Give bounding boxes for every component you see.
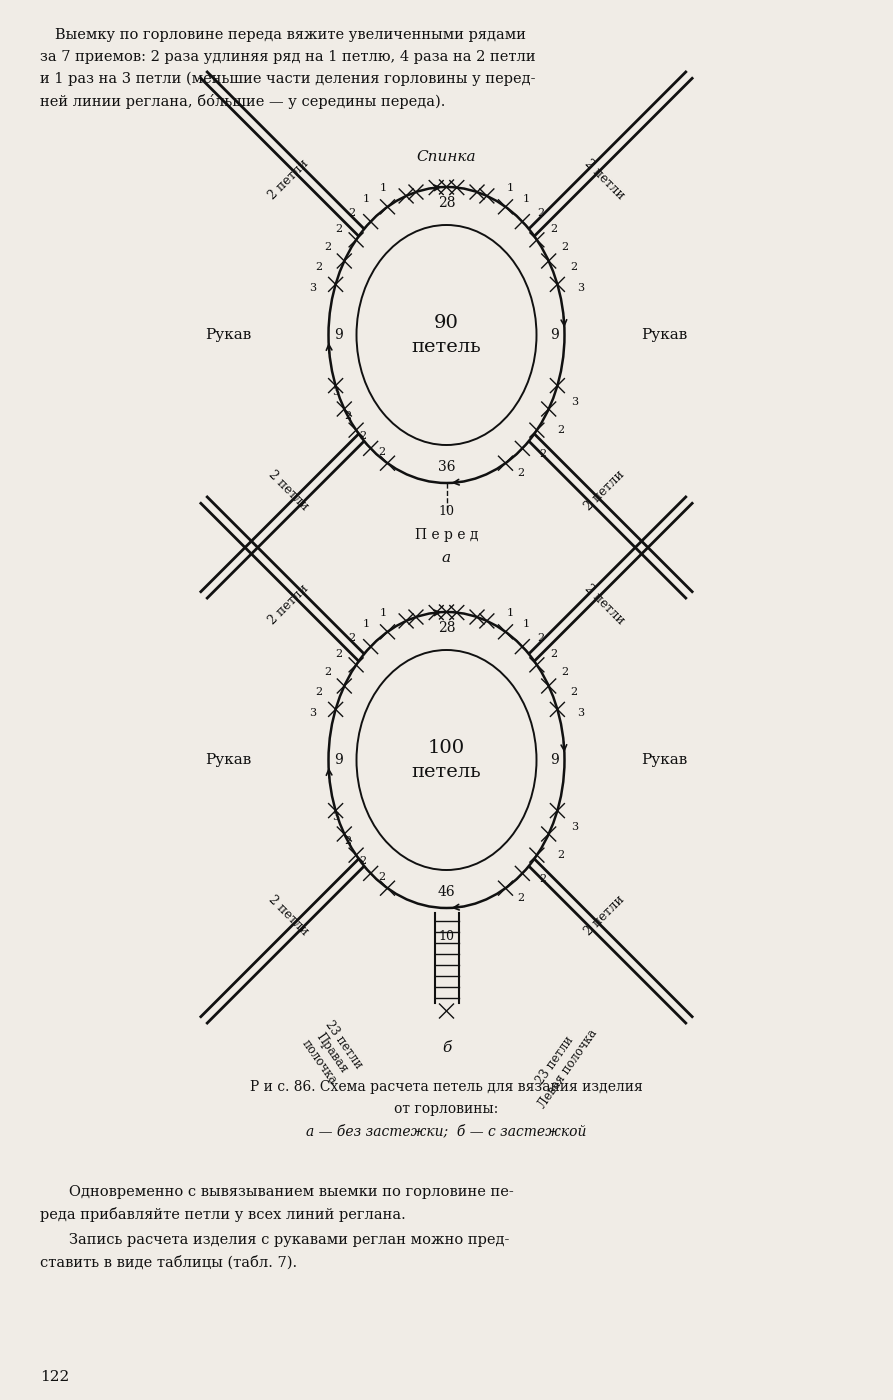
Text: 9: 9	[550, 328, 559, 342]
Text: П е р е д: П е р е д	[414, 528, 479, 542]
Text: 1: 1	[380, 608, 387, 619]
Text: Одновременно с вывязыванием выемки по горловине пе-: Одновременно с вывязыванием выемки по го…	[55, 1184, 513, 1198]
Text: 1: 1	[380, 183, 387, 193]
Text: 2: 2	[348, 633, 355, 643]
Text: реда прибавляйте петли у всех линий реглана.: реда прибавляйте петли у всех линий регл…	[40, 1207, 405, 1222]
Text: 2: 2	[315, 262, 322, 272]
Text: 2 петли: 2 петли	[265, 893, 311, 938]
Text: 2 петли: 2 петли	[265, 581, 311, 627]
Text: 2: 2	[571, 262, 578, 272]
Text: ней линии реглана, бо́льшие — у середины переда).: ней линии реглана, бо́льшие — у середины…	[40, 94, 446, 109]
Text: 2: 2	[517, 893, 524, 903]
Text: 2: 2	[538, 449, 546, 459]
Text: 2: 2	[324, 666, 331, 676]
Text: а: а	[442, 552, 451, 566]
Text: Рукав: Рукав	[205, 753, 252, 767]
Text: 2: 2	[562, 666, 569, 676]
Text: б: б	[442, 1042, 451, 1056]
Text: 2: 2	[571, 686, 578, 697]
Text: Запись расчета изделия с рукавами реглан можно пред-: Запись расчета изделия с рукавами реглан…	[55, 1233, 509, 1247]
Text: 2: 2	[551, 648, 558, 659]
Text: 2: 2	[517, 468, 524, 479]
Text: 1: 1	[506, 608, 513, 619]
Text: Выемку по горловине переда вяжите увеличенными рядами: Выемку по горловине переда вяжите увелич…	[55, 28, 526, 42]
Text: 1: 1	[522, 195, 530, 204]
Text: 122: 122	[40, 1371, 70, 1385]
Text: 23 петли
Левая полочка: 23 петли Левая полочка	[523, 1018, 600, 1110]
Text: 36: 36	[438, 461, 455, 475]
Text: 2: 2	[359, 431, 366, 441]
Text: 10: 10	[438, 930, 455, 944]
Text: и 1 раз на 3 петли (меньшие части деления горловины у перед-: и 1 раз на 3 петли (меньшие части делени…	[40, 71, 536, 87]
Text: 2: 2	[557, 426, 564, 435]
Text: 1: 1	[363, 195, 371, 204]
Text: 2: 2	[538, 633, 545, 643]
Text: Рукав: Рукав	[641, 328, 688, 342]
Text: 2: 2	[344, 410, 351, 420]
Ellipse shape	[329, 188, 564, 483]
Text: 9: 9	[334, 328, 343, 342]
Text: 2: 2	[378, 447, 385, 458]
Text: ставить в виде таблицы (табл. 7).: ставить в виде таблицы (табл. 7).	[40, 1254, 297, 1270]
Text: Р и с. 86. Схема расчета петель для вязания изделия: Р и с. 86. Схема расчета петель для вяза…	[250, 1079, 643, 1093]
Text: Рукав: Рукав	[641, 753, 688, 767]
Text: 2: 2	[335, 648, 342, 659]
Text: 2 петли: 2 петли	[582, 468, 628, 514]
Text: 2 петли: 2 петли	[265, 468, 311, 514]
Text: 2: 2	[335, 224, 342, 234]
Text: 3: 3	[571, 396, 578, 407]
Text: 2: 2	[538, 874, 546, 885]
Text: 46: 46	[438, 885, 455, 899]
Text: 3: 3	[309, 283, 316, 293]
Text: 2: 2	[551, 224, 558, 234]
Text: 100
петель: 100 петель	[412, 739, 481, 781]
Text: 2 петли: 2 петли	[265, 157, 311, 202]
Text: 2: 2	[562, 242, 569, 252]
Text: за 7 приемов: 2 раза удлиняя ряд на 1 петлю, 4 раза на 2 петли: за 7 приемов: 2 раза удлиняя ряд на 1 пе…	[40, 50, 536, 64]
Text: от горловины:: от горловины:	[395, 1102, 498, 1116]
Text: 3: 3	[332, 386, 339, 396]
Text: 2: 2	[315, 686, 322, 697]
Text: 2 петли: 2 петли	[582, 893, 628, 938]
Text: 9: 9	[550, 753, 559, 767]
Text: 2: 2	[378, 872, 385, 882]
Text: 2 петли: 2 петли	[582, 157, 628, 202]
Text: 2: 2	[344, 836, 351, 846]
Text: Рукав: Рукав	[205, 328, 252, 342]
Text: 90
петель: 90 петель	[412, 314, 481, 356]
Text: 28: 28	[438, 622, 455, 636]
Text: 3: 3	[577, 707, 584, 718]
Text: 1: 1	[506, 183, 513, 193]
Text: 3: 3	[571, 822, 578, 832]
Text: 23 петли
Правая
полочка: 23 петли Правая полочка	[298, 1018, 365, 1088]
Text: Спинка: Спинка	[417, 150, 476, 164]
Ellipse shape	[356, 225, 537, 445]
Text: 2: 2	[538, 207, 545, 218]
Text: 2: 2	[359, 857, 366, 867]
Text: 3: 3	[577, 283, 584, 293]
Text: 2: 2	[324, 242, 331, 252]
Text: 1: 1	[522, 619, 530, 629]
Text: а — без застежки;  б — с застежкой: а — без застежки; б — с застежкой	[306, 1124, 587, 1138]
Text: 2: 2	[348, 207, 355, 218]
Text: 9: 9	[334, 753, 343, 767]
Text: 2 петли: 2 петли	[582, 581, 628, 627]
Text: 3: 3	[332, 812, 339, 822]
Text: 3: 3	[309, 707, 316, 718]
Text: 2: 2	[557, 850, 564, 860]
Text: 10: 10	[438, 505, 455, 518]
Text: 28: 28	[438, 196, 455, 210]
Ellipse shape	[329, 612, 564, 909]
Ellipse shape	[356, 650, 537, 869]
Text: 1: 1	[363, 619, 371, 629]
